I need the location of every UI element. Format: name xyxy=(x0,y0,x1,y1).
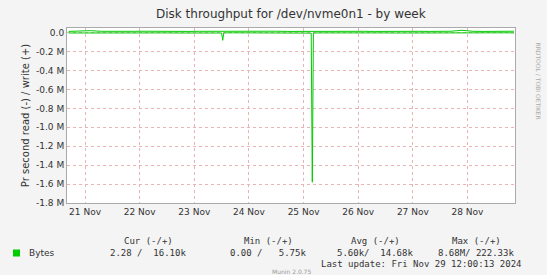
svg-text:-1.6 M: -1.6 M xyxy=(36,179,64,189)
svg-text:-0.4 M: -0.4 M xyxy=(36,66,64,76)
svg-text:-1.0 M: -1.0 M xyxy=(36,122,64,132)
svg-text:Cur (-/+): Cur (-/+) xyxy=(124,236,173,246)
svg-text:Munin 2.0.75: Munin 2.0.75 xyxy=(272,268,311,275)
svg-text:0.00 / 5.75k: 0.00 / 5.75k xyxy=(230,248,306,258)
svg-text:-1.4 M: -1.4 M xyxy=(36,160,64,170)
svg-text:Bytes: Bytes xyxy=(29,248,55,258)
svg-text:0.0: 0.0 xyxy=(50,28,65,38)
svg-text:Disk throughput for /dev/nvme0: Disk throughput for /dev/nvme0n1 - by we… xyxy=(156,7,426,21)
svg-text:Max (-/+): Max (-/+) xyxy=(452,236,501,246)
svg-text:5.60k/ 14.68k: 5.60k/ 14.68k xyxy=(337,248,413,258)
svg-text:23 Nov: 23 Nov xyxy=(178,207,211,217)
svg-text:8.68M/ 222.33k: 8.68M/ 222.33k xyxy=(438,248,514,258)
svg-text:27 Nov: 27 Nov xyxy=(397,207,430,217)
svg-text:Avg (-/+): Avg (-/+) xyxy=(351,236,400,246)
svg-text:-0.8 M: -0.8 M xyxy=(36,104,64,114)
svg-text:24 Nov: 24 Nov xyxy=(233,207,266,217)
svg-text:Min (-/+): Min (-/+) xyxy=(244,236,293,246)
svg-text:21 Nov: 21 Nov xyxy=(69,207,102,217)
svg-text:25 Nov: 25 Nov xyxy=(288,207,321,217)
svg-text:-1.2 M: -1.2 M xyxy=(36,141,64,151)
svg-text:RRDTOOL / TOBI OETIKER: RRDTOOL / TOBI OETIKER xyxy=(535,43,542,120)
svg-text:-0.6 M: -0.6 M xyxy=(36,85,64,95)
svg-text:-1.8 M: -1.8 M xyxy=(36,198,64,208)
svg-text:Last update: Fri Nov 29 12:00:: Last update: Fri Nov 29 12:00:13 2024 xyxy=(321,259,521,269)
svg-text:26 Nov: 26 Nov xyxy=(342,207,375,217)
svg-text:Pr second read (-) / write (+): Pr second read (-) / write (+) xyxy=(20,44,31,187)
svg-text:-0.2 M: -0.2 M xyxy=(36,47,64,57)
svg-text:22 Nov: 22 Nov xyxy=(124,207,157,217)
svg-text:2.28 / 16.10k: 2.28 / 16.10k xyxy=(110,248,186,258)
svg-text:28 Nov: 28 Nov xyxy=(452,207,485,217)
